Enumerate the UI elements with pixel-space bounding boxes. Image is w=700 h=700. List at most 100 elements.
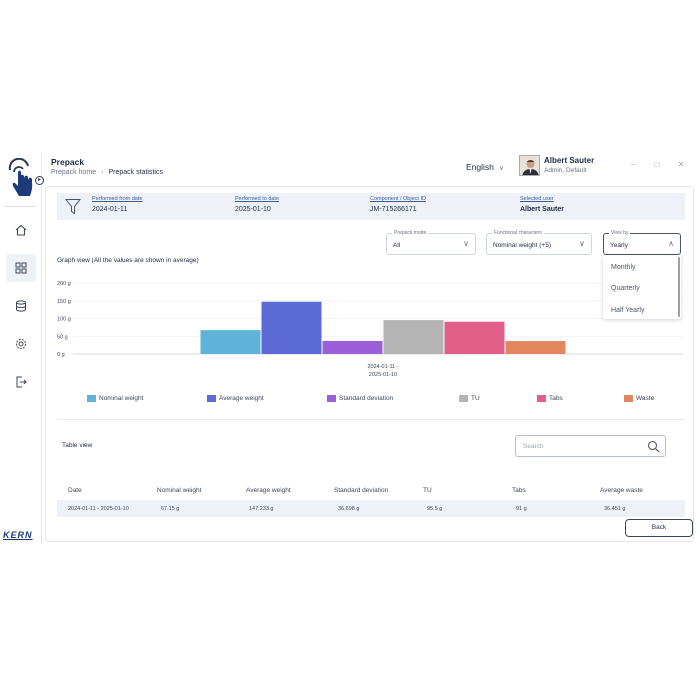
home-icon [15,224,27,236]
column-header-tabs: Tabs [512,487,526,494]
chevron-up-icon: ∧ [668,239,674,248]
legend-item-tabs[interactable]: Tabs [537,395,563,402]
menu-item-monthly[interactable]: Monthly [611,264,636,271]
search-placeholder: Search [523,443,544,450]
menu-scrollbar[interactable] [678,257,680,317]
sidebar-item-home[interactable] [6,216,36,244]
touch-logo-icon [8,158,33,196]
main-panel: Performed from date 2024-01-11 Performed… [45,186,694,542]
prepack-mode-dropdown[interactable]: Prepack mode All ∨ [386,230,476,255]
breadcrumb-current: Prepack statistics [108,169,163,176]
bar-chart: 200 g 150 g 100 g 50 g 0 g 2024-01-11 - 2025-0… [57,281,683,378]
brand-logo: KERN [3,530,33,540]
filter-component-id: Component / Object ID JM-715266171 [370,196,426,213]
chevron-down-icon: ∨ [579,239,585,248]
bar-average-weight[interactable] [261,301,322,354]
cell-tabs: 91 g [516,506,527,512]
y-tick-label: 100 g [57,317,71,323]
legend-swatch [459,395,468,402]
legend-label: Nominal weight [99,395,144,402]
legend-item-average-weight[interactable]: Average weight [207,395,264,402]
bar-nominal-weight[interactable] [200,330,261,354]
legend-item-nominal-weight[interactable]: Nominal weight [87,395,143,402]
cell-standard-deviation: 36.698 g [338,506,360,512]
cell-average-waste: 36.451 g [604,506,626,512]
logout-icon [16,376,27,388]
user-name: Albert Sauter [544,156,595,165]
menu-item-half-yearly[interactable]: Half Yearly [611,307,645,314]
bar-tu[interactable] [383,320,444,354]
y-tick-label: 200 g [57,281,71,287]
avatar[interactable] [519,155,540,176]
cell-nominal-weight: 67.15 g [161,506,180,512]
bar-waste[interactable] [505,341,566,354]
language-label: English [466,162,494,172]
legend-item-standard-deviation[interactable]: Standard deviation [327,395,393,402]
filter-from-date: Performed from date 2024-01-11 [92,196,143,213]
cell-tu: 95.5 g [427,506,443,512]
graph-title: Graph view (All the values are shown in … [57,257,199,264]
header: Prepack Prepack home › Prepack statistics … [42,152,700,186]
sidebar-item-database[interactable] [6,292,36,320]
legend-label: Standard deviation [339,395,394,402]
breadcrumb-home-link[interactable]: Prepack home [51,169,97,176]
breadcrumb-chevron-icon: › [101,169,104,176]
filter-icon[interactable] [65,198,81,215]
user-photo-icon [520,156,539,175]
grid-icon [15,262,27,274]
y-tick-label: 0 g [57,352,65,358]
legend-item-waste[interactable]: Waste [624,395,654,402]
user-role: Admin, Default [544,167,587,174]
legend-swatch [537,395,546,402]
column-header-average-weight: Average weight [246,487,291,494]
view-by-dropdown[interactable]: View by Yearly ∧ [603,230,681,255]
breadcrumb: Prepack home › Prepack statistics [51,169,163,176]
legend-swatch [624,395,633,402]
table-row[interactable]: 2024-01-11 - 2025-01-10 67.15 g 147.233 … [57,500,685,517]
sidebar-divider [4,206,36,207]
table-title: Table view [62,442,93,449]
bar-standard-deviation[interactable] [322,340,383,354]
close-icon[interactable]: ✕ [677,160,685,169]
legend-label: Tabs [549,395,563,402]
filter-summary-bar: Performed from date 2024-01-11 Performed… [57,193,685,220]
filter-selected-user: Selected user Albert Sauter [520,196,564,213]
legend-label: Average weight [219,395,264,402]
database-icon [16,300,26,312]
column-header-date: Date [68,487,82,494]
page-title: Prepack [51,157,85,167]
functional-characters-dropdown[interactable]: Functional characters Nominal weight (+5… [486,230,592,255]
cell-average-weight: 147.233 g [249,506,274,512]
column-header-average-waste: Average waste [600,487,643,494]
search-icon[interactable] [647,440,660,453]
chevron-down-icon: ∨ [463,239,469,248]
sidebar-item-logout[interactable] [6,368,36,396]
chevron-down-icon: ∨ [498,165,505,172]
legend-swatch [327,395,336,402]
y-tick-label: 50 g [57,334,68,340]
y-tick-label: 150 g [57,299,71,305]
minimize-icon[interactable]: – [630,160,636,169]
legend-item-tu[interactable]: TU [459,395,480,402]
legend-label: TU [471,395,480,402]
x-category-label: 2024-01-11 - [367,364,398,370]
maximize-icon[interactable]: □ [654,160,660,169]
legend-label: Waste [636,395,655,402]
back-button[interactable]: Back [625,519,693,537]
language-selector[interactable]: English ∨ [466,162,504,172]
settings-icon [15,338,27,350]
section-divider [57,419,685,420]
sidebar-item-dashboard[interactable] [6,254,36,282]
column-header-tu: TU [423,487,432,494]
bar-tabs[interactable] [444,321,505,354]
legend-swatch [87,395,96,402]
menu-item-quarterly[interactable]: Quarterly [611,285,640,292]
x-category-label: 2025-01-10 [369,372,397,378]
sidebar-item-settings[interactable] [6,330,36,358]
expand-sidebar-button[interactable]: ▸ [35,176,44,185]
search-input[interactable]: Search [515,435,666,457]
cell-date: 2024-01-11 - 2025-01-10 [68,506,129,512]
app-window: ▸ KERN Prepack Prepack home › Prepack stat… [0,152,700,544]
column-header-nominal-weight: Nominal weight [157,487,202,494]
filter-to-date: Performed to date 2025-01-10 [235,196,280,213]
